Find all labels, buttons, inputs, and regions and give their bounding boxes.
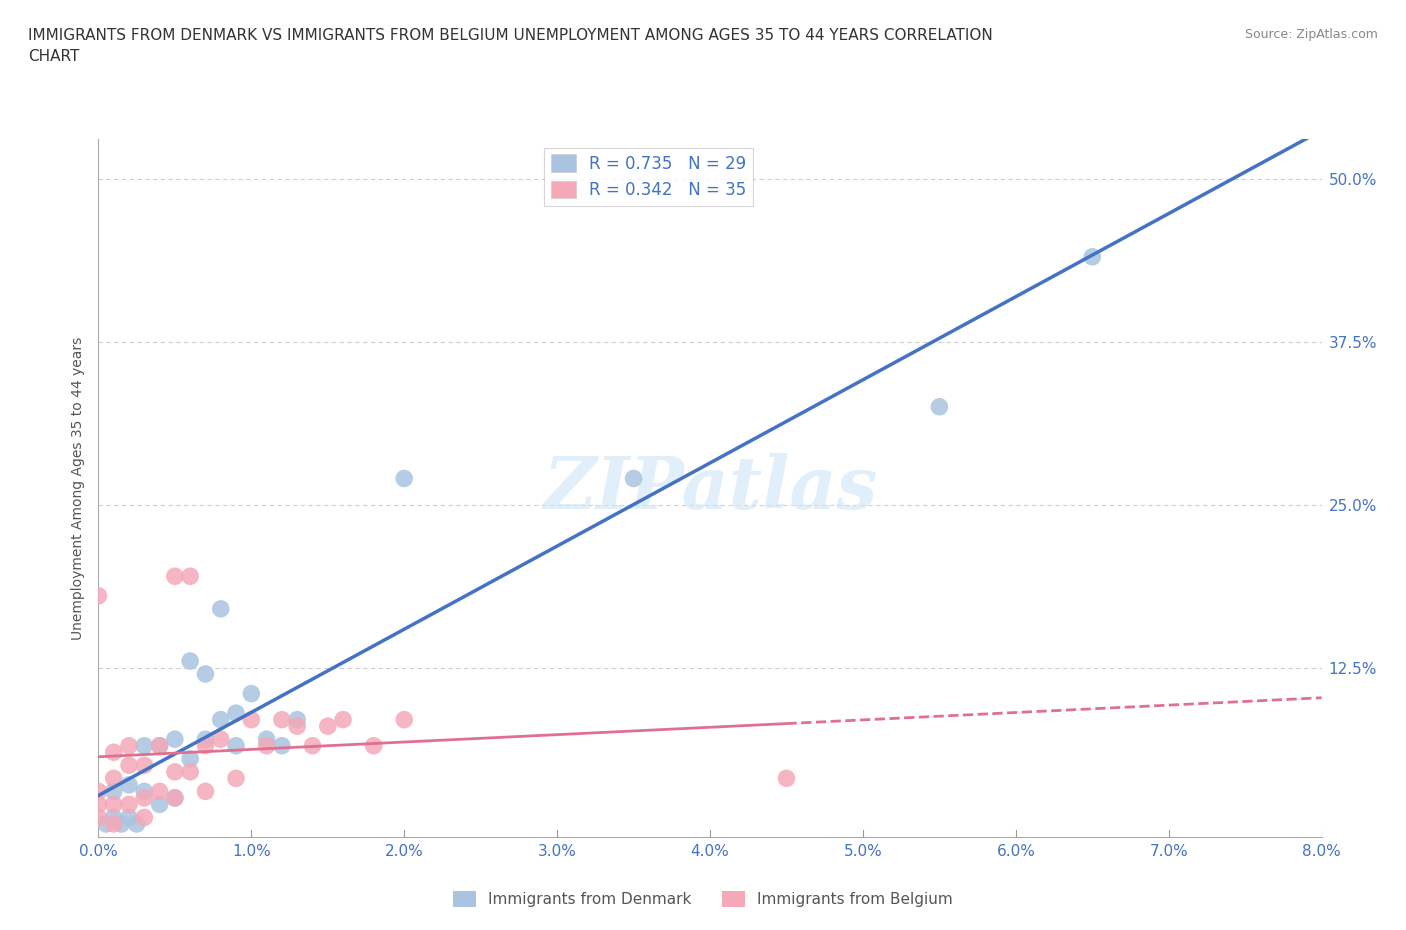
Point: [118, 738, 141, 753]
Point: [163, 790, 186, 805]
Point: [125, 817, 148, 831]
Point: [1081, 249, 1104, 264]
Legend: R = 0.735   N = 29, R = 0.342   N = 35: R = 0.735 N = 29, R = 0.342 N = 35: [544, 148, 754, 206]
Point: [301, 738, 323, 753]
Point: [103, 771, 125, 786]
Text: IMMIGRANTS FROM DENMARK VS IMMIGRANTS FROM BELGIUM UNEMPLOYMENT AMONG AGES 35 TO: IMMIGRANTS FROM DENMARK VS IMMIGRANTS FR…: [28, 28, 993, 64]
Point: [87, 797, 110, 812]
Point: [194, 784, 217, 799]
Point: [209, 732, 232, 747]
Point: [118, 777, 141, 792]
Point: [103, 784, 125, 799]
Point: [118, 758, 141, 773]
Point: [194, 732, 217, 747]
Point: [94, 817, 117, 831]
Point: [87, 810, 110, 825]
Point: [179, 569, 201, 584]
Point: [179, 751, 201, 766]
Point: [240, 686, 263, 701]
Point: [134, 810, 156, 825]
Point: [209, 602, 232, 617]
Point: [316, 719, 339, 734]
Point: [163, 764, 186, 779]
Point: [179, 654, 201, 669]
Point: [256, 738, 278, 753]
Point: [163, 790, 186, 805]
Point: [87, 589, 110, 604]
Point: [149, 797, 172, 812]
Text: ZIPatlas: ZIPatlas: [543, 453, 877, 524]
Point: [118, 797, 141, 812]
Legend: Immigrants from Denmark, Immigrants from Belgium: Immigrants from Denmark, Immigrants from…: [447, 884, 959, 913]
Point: [392, 471, 416, 485]
Point: [256, 732, 278, 747]
Point: [623, 471, 645, 485]
Point: [163, 732, 186, 747]
Point: [209, 712, 232, 727]
Point: [118, 810, 141, 825]
Point: [103, 810, 125, 825]
Point: [285, 712, 308, 727]
Point: [110, 817, 132, 831]
Point: [332, 712, 354, 727]
Point: [149, 738, 172, 753]
Point: [775, 771, 797, 786]
Point: [149, 738, 172, 753]
Point: [149, 784, 172, 799]
Point: [225, 706, 247, 721]
Point: [103, 817, 125, 831]
Point: [270, 738, 294, 753]
Point: [363, 738, 385, 753]
Point: [179, 764, 201, 779]
Point: [270, 712, 294, 727]
Point: [87, 784, 110, 799]
Point: [285, 719, 308, 734]
Point: [103, 745, 125, 760]
Text: Source: ZipAtlas.com: Source: ZipAtlas.com: [1244, 28, 1378, 41]
Point: [240, 712, 263, 727]
Point: [134, 758, 156, 773]
Point: [194, 667, 217, 682]
Point: [194, 738, 217, 753]
Point: [134, 790, 156, 805]
Point: [225, 771, 247, 786]
Point: [103, 797, 125, 812]
Point: [134, 738, 156, 753]
Point: [928, 399, 950, 414]
Point: [134, 784, 156, 799]
Y-axis label: Unemployment Among Ages 35 to 44 years: Unemployment Among Ages 35 to 44 years: [70, 337, 84, 640]
Point: [392, 712, 416, 727]
Point: [225, 738, 247, 753]
Point: [163, 569, 186, 584]
